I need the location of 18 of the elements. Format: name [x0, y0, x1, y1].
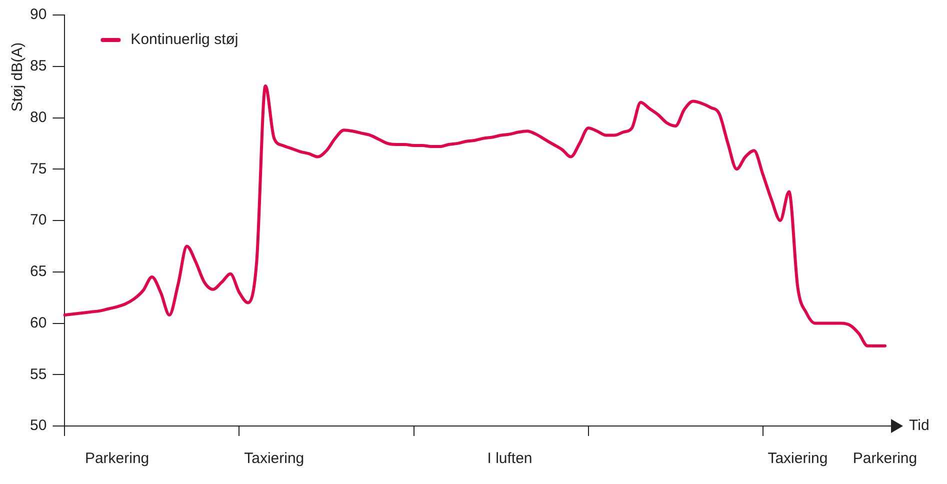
y-axis-title: Støj dB(A) [9, 42, 26, 112]
y-tick-label: 55 [30, 366, 47, 383]
y-tick-label: 65 [30, 263, 47, 280]
y-tick-label: 60 [30, 314, 47, 332]
x-axis-title: Tid [909, 417, 930, 434]
x-tick-label: Parkering [852, 450, 918, 468]
y-tick-label: 80 [30, 108, 47, 126]
line-series [63, 84, 886, 348]
y-tick-label: 75 [30, 160, 47, 178]
y-tick-label: 85 [30, 58, 47, 75]
y-tick-label: 90 [30, 6, 47, 24]
x-tick-label: I luften [487, 450, 532, 468]
x-tick-label: Taxiering [244, 450, 304, 468]
legend-label: Kontinuerlig støj [130, 31, 238, 48]
y-tick-label: 50 [30, 417, 47, 434]
x-tick-label: Taxiering [768, 450, 828, 468]
x-tick-label: Parkering [84, 450, 150, 468]
y-tick-label: 70 [30, 212, 47, 229]
